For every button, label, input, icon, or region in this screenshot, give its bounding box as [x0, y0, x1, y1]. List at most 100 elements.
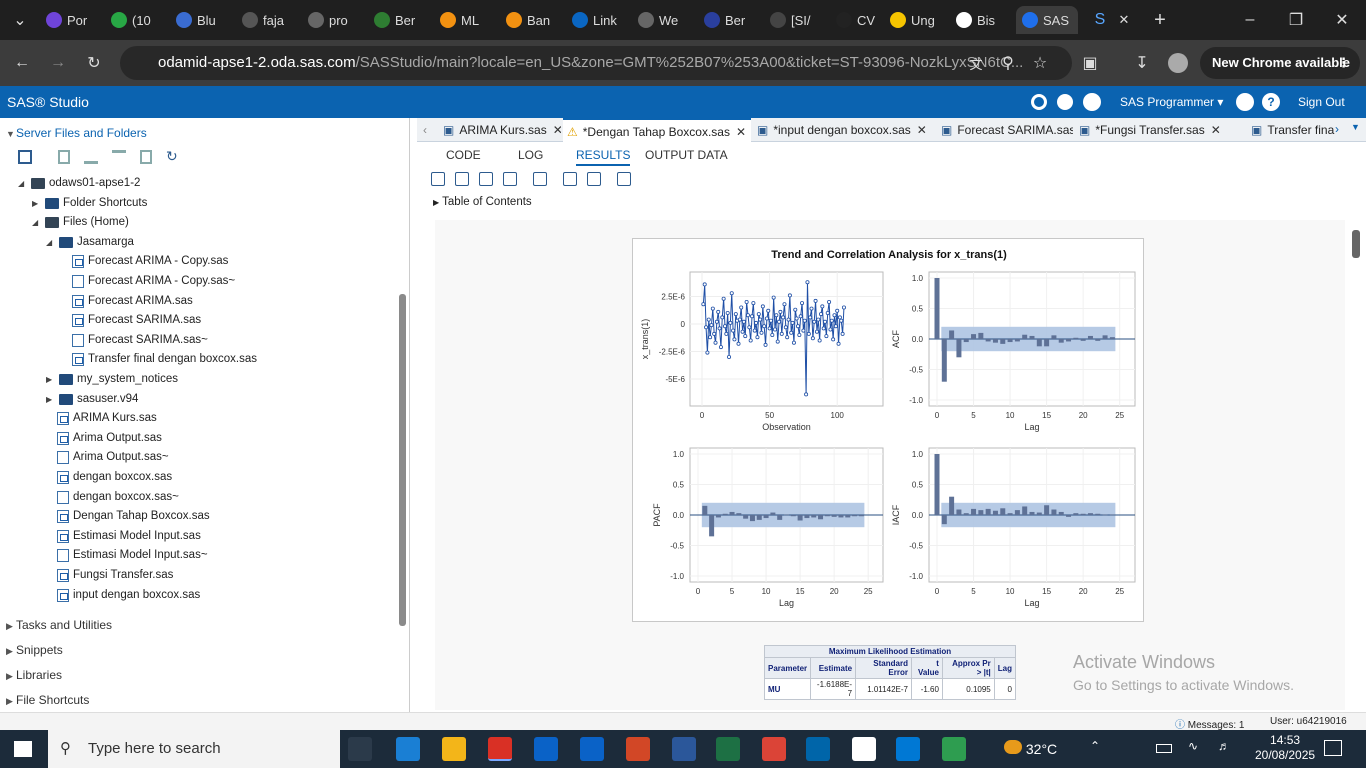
new-chrome-available-button[interactable]: New Chrome available ⋮ [1200, 47, 1360, 79]
subtab-output-data[interactable]: OUTPUT DATA [645, 148, 728, 162]
tabs-menu-icon[interactable]: ▼ [1351, 122, 1360, 132]
server-files-header[interactable]: ▼Server Files and Folders [6, 126, 147, 140]
tree-file[interactable]: input dengan boxcox.sas [57, 586, 200, 605]
forward-icon[interactable]: → [50, 54, 66, 71]
download-file-icon[interactable] [84, 150, 98, 164]
tree-file[interactable]: ARIMA Kurs.sas [57, 409, 157, 428]
results-scrollbar[interactable] [1352, 230, 1360, 258]
properties-icon[interactable] [140, 150, 152, 164]
browser-tab[interactable]: SAS [1016, 6, 1078, 34]
browser-tab[interactable]: Blu [170, 6, 232, 34]
tree-file[interactable]: Arima Output.sas [57, 429, 162, 448]
tab-search-icon[interactable]: ⌄ [13, 12, 27, 29]
help-icon[interactable]: ? [1262, 93, 1280, 111]
back-icon[interactable]: ← [14, 54, 30, 71]
browser-tab[interactable]: Ban [500, 6, 562, 34]
libraries-section[interactable]: ▶ Libraries [6, 668, 62, 682]
bookmark-star-icon[interactable]: ☆ [1032, 55, 1048, 72]
sas-tab-favicon-icon[interactable]: S [1094, 11, 1106, 28]
print-icon[interactable] [1057, 94, 1073, 110]
tree-folder-jasamarga[interactable]: ◢ Jasamarga [46, 233, 134, 252]
search-icon[interactable] [1031, 94, 1047, 110]
chrome-icon[interactable] [488, 737, 512, 761]
browser-tab[interactable]: Ber [698, 6, 760, 34]
editor-tab[interactable]: ▣Forecast SARIMA.sas✕ [937, 118, 1073, 142]
subtab-code[interactable]: CODE [446, 148, 481, 162]
close-tab-icon[interactable]: ✕ [1118, 12, 1130, 27]
tree-file[interactable]: Transfer final dengan boxcox.sas [72, 350, 257, 369]
browser-tab[interactable]: We [632, 6, 694, 34]
weather-widget[interactable]: 32°C [1004, 740, 1057, 757]
tray-chevron-icon[interactable]: ⌃ [1090, 739, 1101, 753]
maximize-view-icon[interactable] [617, 172, 631, 186]
word-icon[interactable] [672, 737, 696, 761]
browser-tab[interactable]: [SI/ [764, 6, 826, 34]
refresh-icon[interactable]: ↻ [166, 148, 178, 164]
tree-file[interactable]: Forecast SARIMA.sas [72, 311, 201, 330]
tasks-section[interactable]: ▶ Tasks and Utilities [6, 618, 112, 632]
close-tab-icon[interactable]: ✕ [552, 123, 561, 137]
tree-file[interactable]: Estimasi Model Input.sas [57, 527, 201, 546]
editor-tab[interactable]: ▣ *input dengan boxcox.sas ✕ [753, 118, 935, 142]
tree-file[interactable]: dengan boxcox.sas [57, 468, 172, 487]
tree-file[interactable]: Forecast SARIMA.sas~ [72, 331, 208, 350]
zoom-icon[interactable]: ⚲ [1002, 55, 1014, 72]
tree-file[interactable]: Estimasi Model Input.sas~ [57, 546, 208, 565]
browser-tab[interactable]: Link [566, 6, 628, 34]
taskbar-clock[interactable]: 14:53 20/08/2025 [1255, 733, 1315, 763]
browser-tab[interactable]: pro [302, 6, 364, 34]
close-tab-icon[interactable]: ✕ [735, 125, 747, 139]
apps-grid-icon[interactable] [1083, 93, 1101, 111]
restore-icon[interactable]: ❐ [1288, 12, 1304, 29]
close-window-icon[interactable]: ✕ [1335, 12, 1349, 29]
chrome-alt-icon[interactable] [762, 737, 786, 761]
paint-icon[interactable] [896, 737, 920, 761]
new-tab-button[interactable]: + [1154, 8, 1166, 31]
edge-icon[interactable] [396, 737, 420, 761]
hamburger-menu-icon[interactable] [1236, 93, 1254, 111]
download-results-icon[interactable] [503, 172, 517, 186]
close-tab-icon[interactable]: ✕ [1210, 123, 1221, 137]
minimize-icon[interactable]: – [1245, 11, 1255, 28]
browser-tab[interactable]: Ung [884, 6, 946, 34]
file-explorer-icon[interactable] [442, 737, 466, 761]
browser-tab[interactable]: CV [830, 6, 892, 34]
reload-icon[interactable]: ↻ [87, 55, 101, 72]
tree-scrollbar[interactable] [399, 294, 406, 626]
notepad-icon[interactable] [852, 737, 876, 761]
tree-file[interactable]: Dengan Tahap Boxcox.sas [57, 507, 210, 526]
tree-file[interactable]: Forecast ARIMA - Copy.sas~ [72, 272, 235, 291]
editor-tab[interactable]: ▣ *Fungsi Transfer.sas ✕ [1075, 118, 1245, 142]
browser-tab[interactable]: Ber [368, 6, 430, 34]
tree-file[interactable]: Forecast ARIMA.sas [72, 292, 193, 311]
extensions-icon[interactable]: ▣ [1082, 55, 1098, 72]
file-shortcuts-section[interactable]: ▶ File Shortcuts [6, 693, 89, 707]
print-results-icon[interactable] [533, 172, 547, 186]
sign-out-link[interactable]: Sign Out [1298, 95, 1345, 109]
url-input[interactable]: odamid-apse1-2.oda.sas.com/SASStudio/mai… [120, 46, 1072, 80]
tree-file[interactable]: dengan boxcox.sas~ [57, 488, 179, 507]
messages-status[interactable]: ⓘ Messages: 1 [1175, 716, 1244, 731]
tree-root[interactable]: ◢ odaws01-apse1-2 [18, 174, 140, 193]
sas-programmer-menu[interactable]: SAS Programmer ▾ [1120, 95, 1224, 109]
download-icon[interactable]: ↧ [1135, 55, 1149, 72]
close-tab-icon[interactable]: ✕ [916, 123, 927, 137]
editor-tab[interactable]: ▣ Transfer fina [1247, 118, 1339, 142]
tree-file[interactable]: Forecast ARIMA - Copy.sas [72, 252, 228, 271]
outlook-icon[interactable] [534, 737, 558, 761]
sas-app-icon[interactable] [942, 737, 966, 761]
notification-icon[interactable] [1324, 740, 1342, 756]
volume-icon[interactable]: ♬ [1218, 739, 1230, 753]
editor-tab[interactable]: ⚠ *Dengan Tahap Boxcox.sas ✕ [563, 118, 751, 142]
tree-folder-shortcuts[interactable]: ▶ Folder Shortcuts [32, 194, 147, 213]
translate-icon[interactable]: 文 [969, 56, 983, 72]
tree-folder-sasuser[interactable]: ▶ sasuser.v94 [46, 390, 138, 409]
editor-tab[interactable]: ▣ ARIMA Kurs.sas ✕ [439, 118, 561, 142]
run-icon[interactable] [431, 172, 445, 186]
tree-file[interactable]: Arima Output.sas~ [57, 448, 169, 467]
profile-avatar[interactable] [1164, 49, 1192, 77]
subtab-results[interactable]: RESULTS [576, 146, 631, 166]
battery-icon[interactable] [1156, 744, 1172, 753]
save-as-pdf-icon[interactable] [455, 172, 469, 186]
taskbar-search-box[interactable]: ⚲ Type here to search [48, 730, 340, 768]
